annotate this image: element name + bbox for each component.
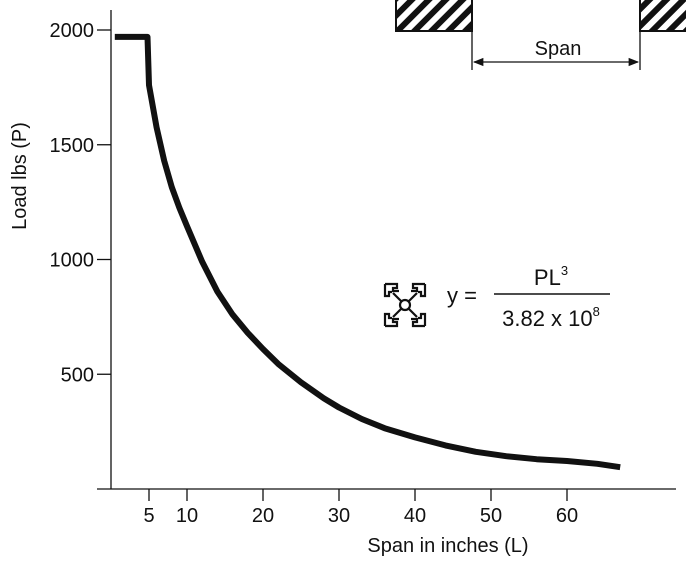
x-tick-label: 50: [480, 505, 502, 527]
x-tick-label: 10: [176, 505, 198, 527]
formula-lhs: y =: [447, 283, 477, 308]
extrusion-profile-icon: [383, 282, 427, 328]
y-ticks: 500 1000 1500 2000: [50, 20, 111, 386]
formula-numerator-base: PL: [534, 265, 561, 290]
x-tick-label: 40: [404, 505, 426, 527]
y-tick-label: 1500: [50, 135, 95, 157]
span-diagram: Span: [395, 0, 686, 70]
formula-denominator-base: 3.82 x 10: [502, 306, 593, 331]
x-tick-label: 20: [252, 505, 274, 527]
x-tick-label: 30: [328, 505, 350, 527]
y-tick-label: 2000: [50, 20, 95, 42]
y-tick-label: 1000: [50, 250, 95, 272]
right-support-block: [639, 0, 686, 32]
formula-denominator-exp: 8: [593, 304, 600, 319]
left-support-block: [395, 0, 473, 32]
x-tick-label: 60: [556, 505, 578, 527]
axes: [97, 10, 676, 490]
y-axis-label: Load lbs (P): [9, 122, 31, 230]
span-label: Span: [535, 38, 582, 60]
y-tick-label: 500: [61, 364, 94, 386]
formula-denominator: 3.82 x 108: [502, 304, 600, 331]
x-tick-label: 5: [143, 505, 154, 527]
formula-numerator-exp: 3: [561, 263, 568, 278]
formula-numerator: PL3: [534, 263, 568, 290]
deflection-formula: y = PL3 3.82 x 108: [447, 263, 610, 331]
x-axis-label: Span in inches (L): [367, 535, 528, 557]
load-curve-line: [114, 33, 621, 471]
x-ticks: 5 10 20 30 40 50 60: [143, 489, 578, 527]
